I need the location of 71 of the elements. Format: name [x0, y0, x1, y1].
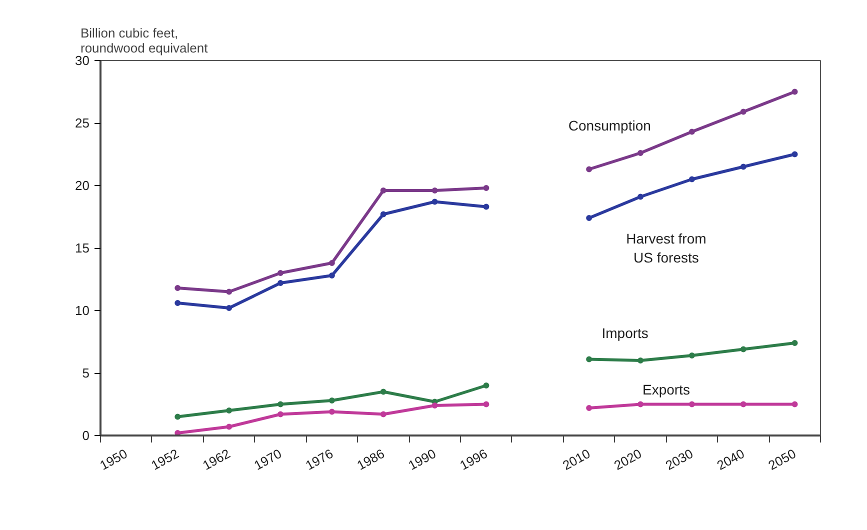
- x-tick-label: 1962: [200, 446, 233, 473]
- x-tick-label: 1976: [302, 446, 336, 473]
- point: [792, 151, 798, 158]
- point: [483, 401, 490, 408]
- point: [380, 211, 386, 218]
- point: [483, 204, 490, 210]
- point: [226, 424, 232, 430]
- point: [380, 411, 386, 418]
- point: [174, 300, 181, 306]
- point: [740, 401, 746, 408]
- point: [740, 108, 746, 115]
- point: [740, 164, 746, 170]
- x-tick-label: 2050: [766, 446, 798, 473]
- x-tick-label: 1996: [457, 446, 490, 473]
- series-label: Harvest from US forests: [626, 230, 706, 266]
- x-tick-label: 1990: [406, 446, 438, 473]
- y-axis-title: Billion cubic feet, roundwood equivalent: [80, 26, 208, 56]
- y-tick-label: 20: [75, 178, 90, 193]
- x-tick-label: 2020: [612, 446, 644, 473]
- y-tick-label: 0: [82, 428, 90, 443]
- point: [586, 356, 592, 362]
- point: [638, 150, 644, 156]
- point: [226, 408, 232, 414]
- point: [226, 288, 232, 295]
- point: [688, 401, 695, 408]
- x-tick-label: 1950: [97, 446, 130, 473]
- series-label: Imports: [602, 325, 648, 341]
- point: [328, 260, 335, 266]
- x-tick-label: 2010: [560, 446, 593, 473]
- y-tick-label: 5: [82, 366, 90, 380]
- x-tick-label: 1952: [148, 446, 182, 473]
- point: [278, 411, 284, 418]
- series-label: Exports: [642, 381, 690, 398]
- x-tick-label: 2040: [714, 446, 747, 473]
- point: [792, 401, 798, 408]
- point: [792, 340, 798, 346]
- point: [226, 305, 232, 311]
- point: [688, 176, 695, 182]
- point: [174, 414, 181, 420]
- point: [586, 166, 592, 172]
- point: [638, 194, 644, 200]
- point: [740, 346, 746, 352]
- point: [483, 185, 490, 191]
- point: [638, 401, 644, 408]
- point: [432, 402, 438, 408]
- point: [328, 408, 335, 415]
- point: [688, 352, 695, 358]
- y-tick-label: 25: [75, 116, 90, 130]
- x-tick-label: 1986: [354, 446, 387, 473]
- point: [380, 388, 386, 395]
- point: [278, 270, 284, 276]
- y-tick-label: 15: [75, 240, 90, 256]
- point: [278, 280, 284, 286]
- point: [278, 401, 284, 408]
- point: [432, 198, 438, 205]
- point: [483, 382, 490, 388]
- x-tick-label: 2030: [662, 446, 696, 473]
- point: [432, 188, 438, 194]
- point: [688, 128, 695, 135]
- y-tick-label: 30: [75, 53, 90, 68]
- point: [328, 398, 335, 404]
- point: [792, 88, 798, 95]
- point: [328, 272, 335, 278]
- point: [586, 215, 592, 221]
- y-tick-label: 10: [75, 303, 90, 318]
- point: [638, 358, 644, 364]
- point: [380, 188, 386, 194]
- point: [586, 405, 592, 411]
- x-tick-label: 1970: [252, 446, 284, 473]
- point: [174, 285, 181, 291]
- series-label: Consumption: [568, 118, 651, 134]
